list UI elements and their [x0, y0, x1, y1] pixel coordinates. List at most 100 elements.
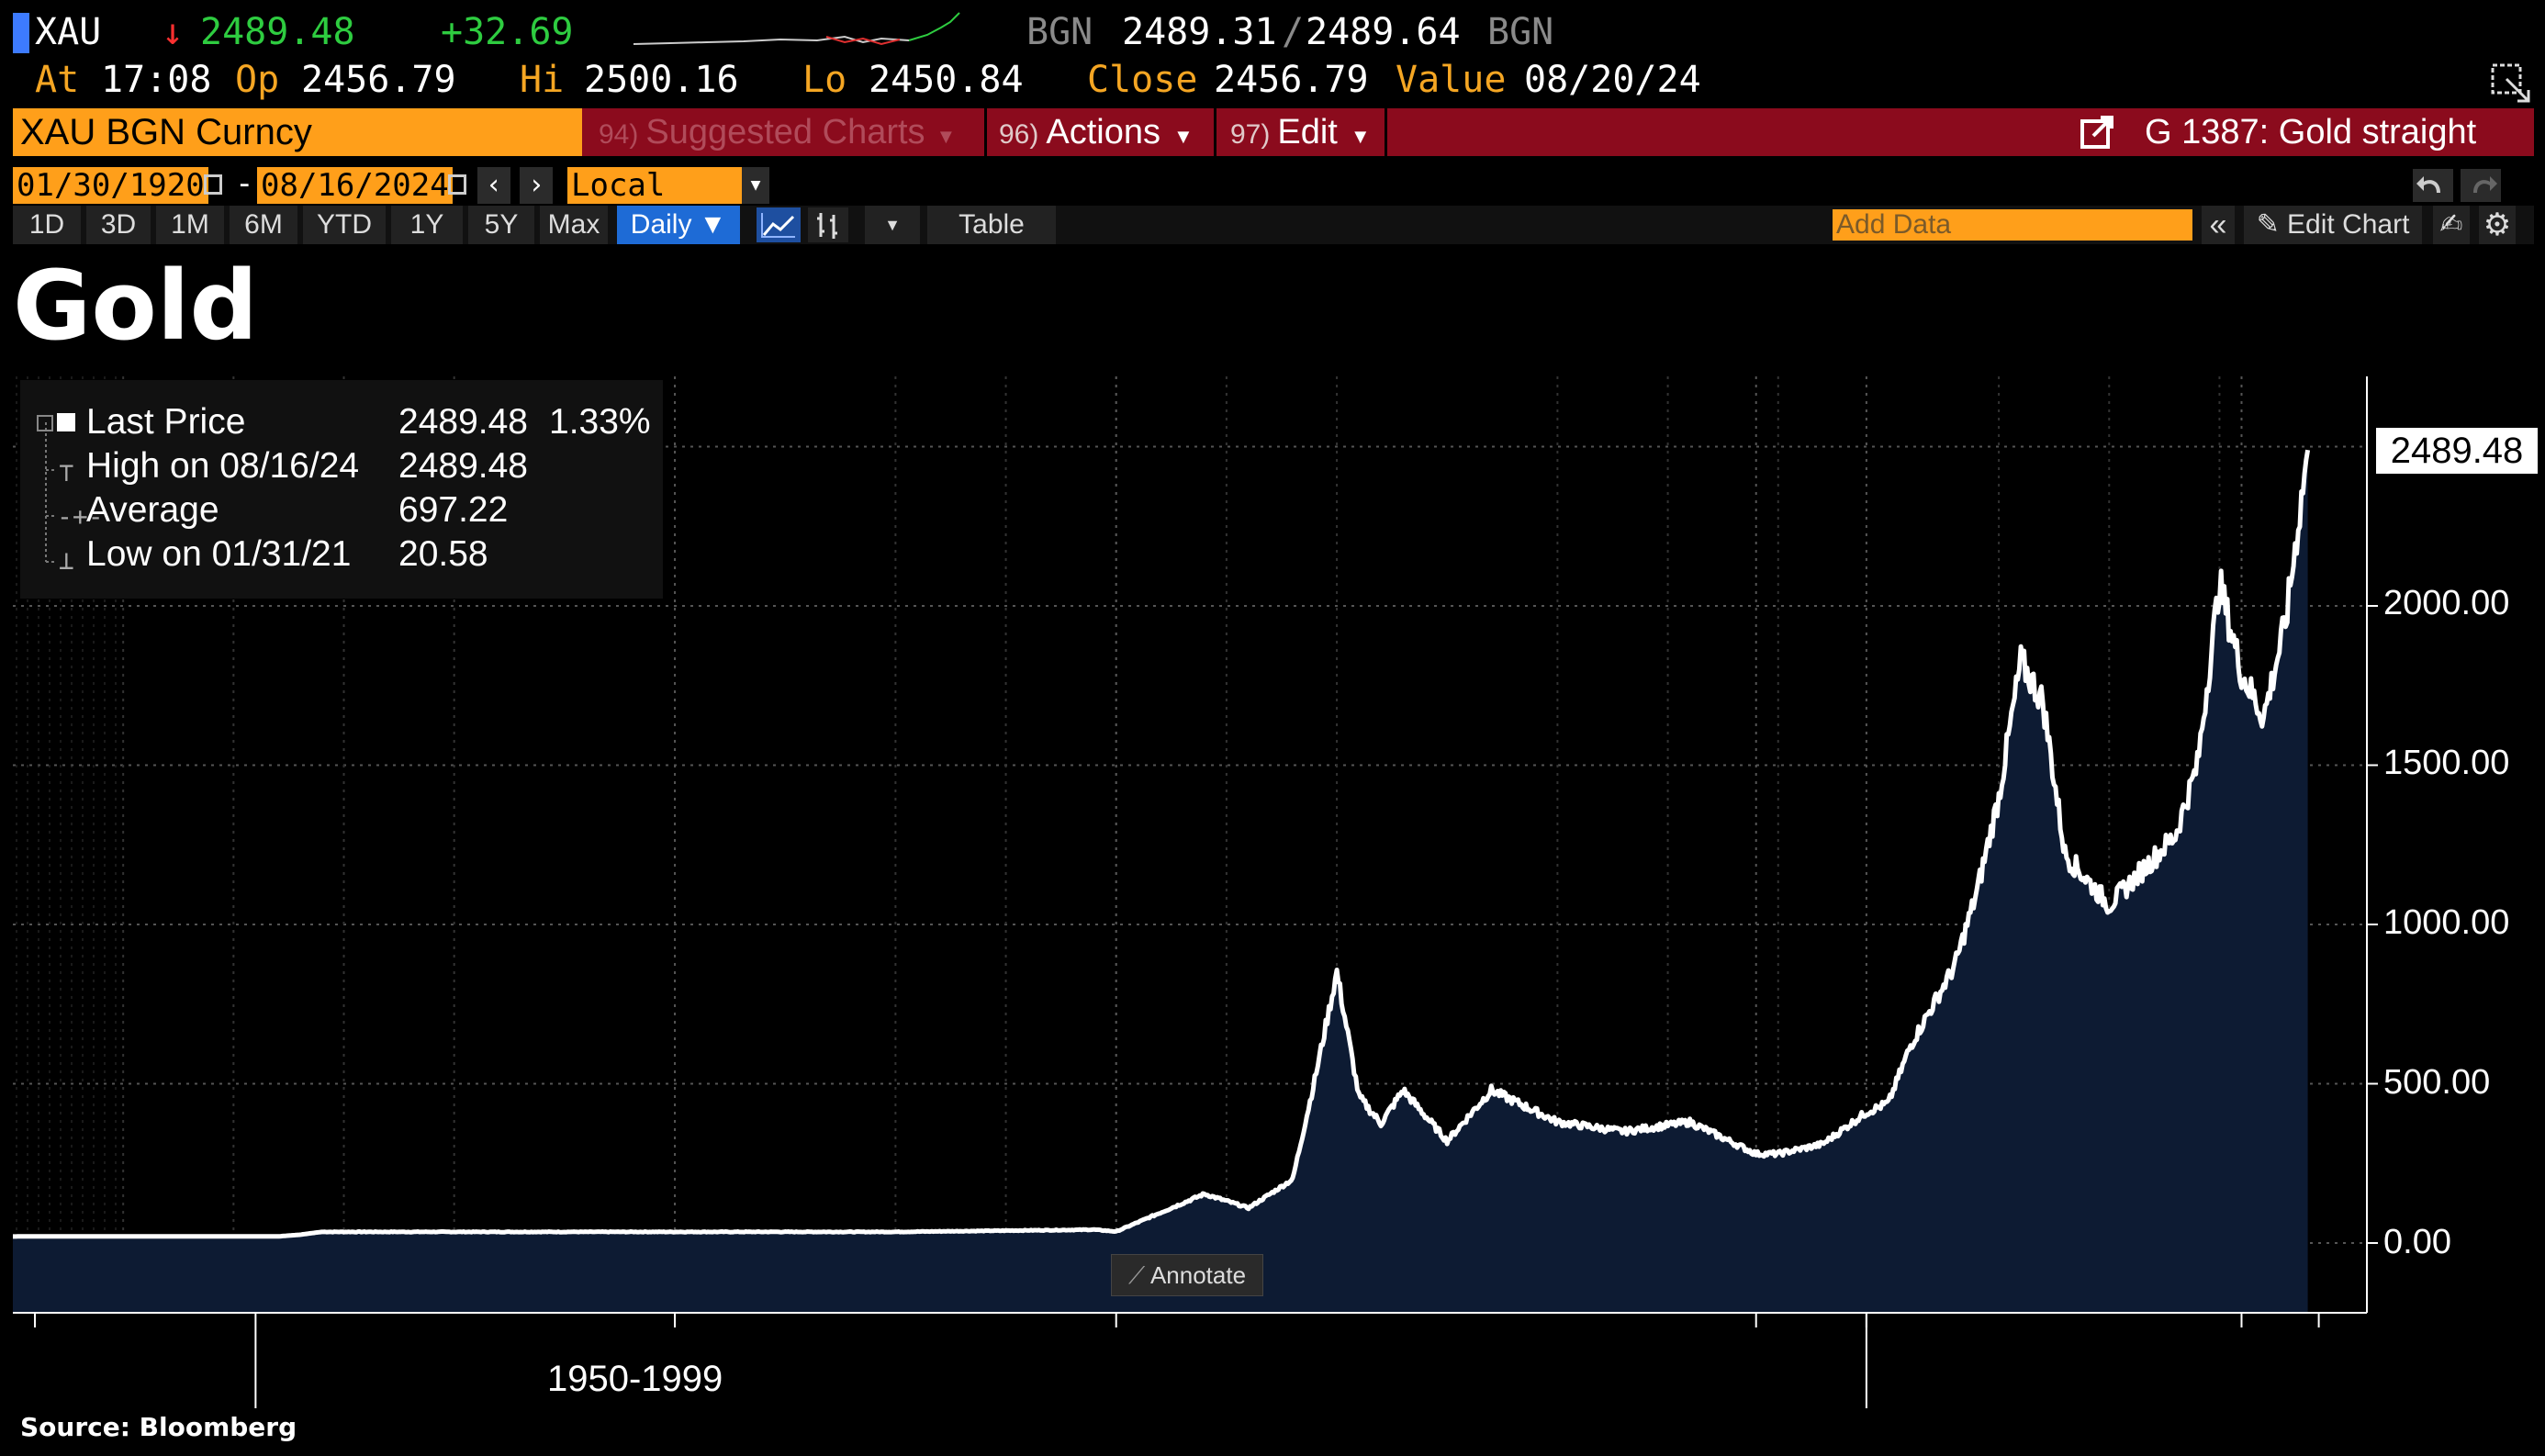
- annotate-label: Annotate: [1149, 1261, 1247, 1289]
- y-tick-label: 1000.00: [2383, 903, 2510, 942]
- bar-chart-icon[interactable]: [808, 207, 848, 242]
- y-tick-label: 500.00: [2383, 1063, 2491, 1102]
- edit-chart-button[interactable]: ✎ Edit Chart: [2244, 206, 2422, 244]
- line-chart-icon[interactable]: [757, 207, 801, 242]
- suggested-charts-label: Suggested Charts: [645, 113, 925, 151]
- actions-number: 96): [999, 119, 1039, 150]
- period-button-1y[interactable]: 1Y: [391, 206, 463, 244]
- edit-menu[interactable]: 97) Edit ▼: [1230, 108, 1371, 156]
- security-field[interactable]: XAU BGN Curncy: [13, 108, 582, 156]
- collapse-panel-icon[interactable]: «: [2202, 206, 2235, 244]
- at-label: At: [35, 59, 80, 101]
- sparkline: [633, 12, 960, 46]
- high-marker-icon: ⊤: [59, 457, 74, 487]
- ticker-symbol[interactable]: XAU: [35, 11, 102, 53]
- high-label: Hi: [520, 59, 565, 101]
- currency-dropdown-icon[interactable]: ▼: [742, 167, 769, 204]
- period-button-ytd[interactable]: YTD: [303, 206, 386, 244]
- x-axis-range-label: 1950-1999: [547, 1359, 723, 1399]
- menu-divider: [984, 108, 987, 156]
- suggested-charts-menu[interactable]: 94) Suggested Charts ▼: [599, 108, 956, 156]
- legend-average-label: Average: [86, 490, 219, 530]
- high-value: 2500.16: [584, 59, 739, 101]
- pencil-icon: ⟋: [1127, 1261, 1146, 1289]
- legend-low-label: Low on 01/31/21: [86, 534, 352, 574]
- legend-last-pct: 1.33%: [549, 402, 651, 442]
- legend-low-value: 20.58: [398, 534, 488, 574]
- next-period-button[interactable]: ›: [520, 167, 553, 204]
- gear-icon[interactable]: ⚙: [2479, 206, 2516, 244]
- ask-price: 2489.64: [1306, 11, 1461, 53]
- chevron-down-icon: ▼: [699, 209, 727, 240]
- table-button[interactable]: Table: [927, 206, 1056, 244]
- value-date: 08/20/24: [1524, 59, 1701, 101]
- chevron-down-icon: ▼: [1172, 125, 1194, 148]
- start-date-field[interactable]: 01/30/1920: [13, 167, 208, 204]
- value-date-label: Value: [1396, 59, 1507, 101]
- bid-source: BGN: [1026, 11, 1093, 53]
- period-button-3d[interactable]: 3D: [86, 206, 151, 244]
- open-value: 2456.79: [301, 59, 456, 101]
- annotate-tool-icon[interactable]: ✍: [2433, 206, 2470, 244]
- edit-number: 97): [1230, 119, 1271, 150]
- last-price: 2489.48: [200, 11, 355, 53]
- chevron-down-icon: ▼: [936, 125, 957, 148]
- legend-average-value: 697.22: [398, 490, 509, 530]
- price-chart[interactable]: [0, 367, 2545, 1423]
- add-data-input[interactable]: Add Data: [1833, 209, 2192, 241]
- close-label: Close: [1087, 59, 1198, 101]
- bid-price: 2489.31: [1122, 11, 1277, 53]
- external-link-icon[interactable]: [2079, 114, 2115, 151]
- legend-last-label: Last Price: [86, 402, 246, 442]
- annotate-button[interactable]: ⟋ Annotate: [1111, 1254, 1263, 1296]
- at-value: 17:08: [101, 59, 212, 101]
- frequency-label: Daily: [630, 209, 692, 240]
- frequency-select[interactable]: Daily ▼: [617, 206, 740, 244]
- legend-high-label: High on 08/16/24: [86, 446, 360, 486]
- menu-divider: [1214, 108, 1216, 156]
- net-change: +32.69: [441, 11, 574, 53]
- end-date-field[interactable]: 08/16/2024: [257, 167, 453, 204]
- actions-menu[interactable]: 96) Actions ▼: [999, 108, 1194, 156]
- calendar-icon[interactable]: [204, 174, 222, 195]
- pencil-icon: ✎: [2256, 209, 2280, 240]
- legend-last-value: 2489.48: [398, 402, 528, 442]
- low-value: 2450.84: [869, 59, 1024, 101]
- chart-page-title: G 1387: Gold straight: [2145, 113, 2477, 151]
- last-price-tag: 2489.48: [2376, 428, 2538, 474]
- redo-icon[interactable]: [2461, 169, 2501, 202]
- ask-source: BGN: [1487, 11, 1554, 53]
- period-button-1d[interactable]: 1D: [13, 206, 81, 244]
- bid-ask-separator: /: [1282, 11, 1305, 53]
- close-value: 2456.79: [1214, 59, 1369, 101]
- undo-icon[interactable]: [2413, 169, 2453, 202]
- add-data-placeholder: Add Data: [1836, 209, 1952, 240]
- y-tick-label: 0.00: [2383, 1223, 2451, 1261]
- last-price-swatch: [57, 413, 75, 431]
- source-note: Source: Bloomberg: [20, 1412, 297, 1442]
- period-button-1m[interactable]: 1M: [156, 206, 224, 244]
- ticker-marker: [13, 13, 29, 53]
- calendar-icon[interactable]: [448, 174, 466, 195]
- period-button-max[interactable]: Max: [540, 206, 608, 244]
- edit-label: Edit: [1277, 113, 1338, 151]
- average-marker-icon: -+-: [57, 501, 104, 532]
- legend-collapse-icon[interactable]: [37, 415, 53, 431]
- down-arrow-icon: ↓: [162, 11, 185, 53]
- price-area-fill: [13, 450, 2308, 1313]
- currency-select[interactable]: Local CCY: [567, 167, 744, 241]
- suggested-charts-number: 94): [599, 119, 639, 150]
- price-series-line[interactable]: [12, 449, 2311, 1239]
- chevron-down-icon: ▼: [1350, 125, 1371, 148]
- y-tick-label: 2000.00: [2383, 584, 2510, 622]
- menu-divider: [1385, 108, 1387, 156]
- resize-window-icon[interactable]: [2490, 62, 2532, 105]
- chart-legend: [20, 380, 663, 599]
- previous-period-button[interactable]: ‹: [477, 167, 510, 204]
- period-button-6m[interactable]: 6M: [230, 206, 297, 244]
- legend-high-value: 2489.48: [398, 446, 528, 486]
- open-label: Op: [235, 59, 280, 101]
- actions-label: Actions: [1046, 113, 1160, 151]
- chart-type-dropdown[interactable]: ▼: [865, 206, 920, 244]
- period-button-5y[interactable]: 5Y: [468, 206, 534, 244]
